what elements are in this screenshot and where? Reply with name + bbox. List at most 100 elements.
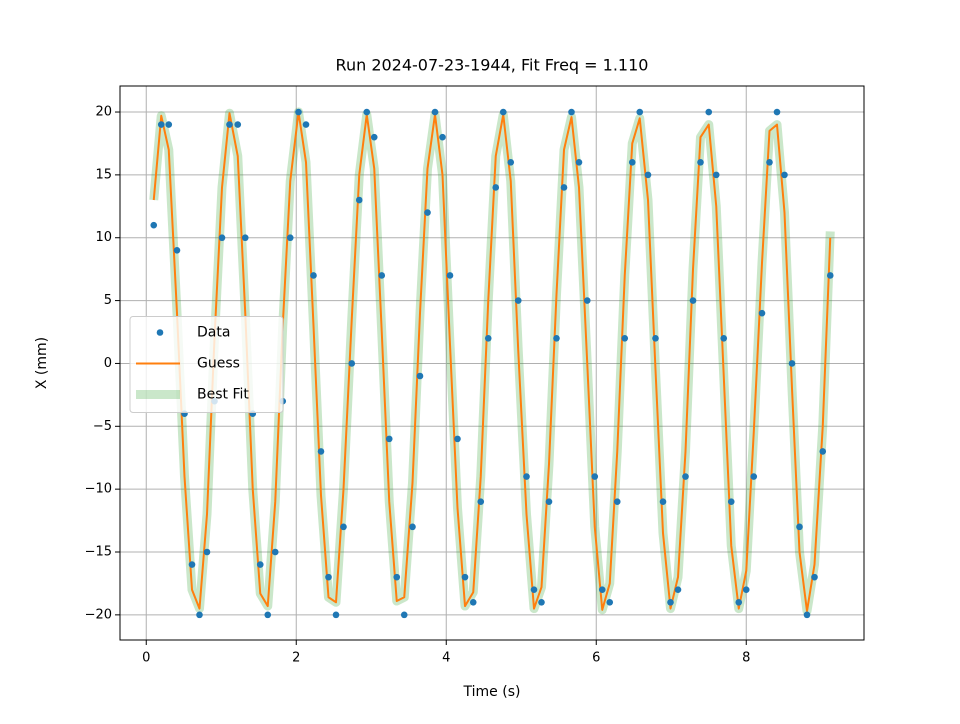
- chart-title: Run 2024-07-23-1944, Fit Freq = 1.110: [336, 56, 649, 75]
- data-point: [150, 221, 158, 229]
- y-axis-label: X (mm): [34, 337, 50, 389]
- data-point: [705, 108, 713, 116]
- data-point: [355, 196, 363, 204]
- data-point: [735, 598, 743, 606]
- data-point: [598, 586, 606, 594]
- data-point: [416, 372, 424, 380]
- data-point: [400, 611, 408, 619]
- data-point: [781, 171, 788, 179]
- x-tick-label: 0: [142, 651, 150, 666]
- y-tick-label: 10: [95, 230, 112, 245]
- data-point: [819, 448, 827, 455]
- data-point: [689, 297, 697, 304]
- data-point: [332, 611, 340, 619]
- data-point: [652, 334, 659, 342]
- data-point: [575, 159, 583, 166]
- data-point: [644, 171, 652, 179]
- data-point: [553, 334, 560, 342]
- data-point: [492, 184, 500, 191]
- data-point: [378, 272, 386, 279]
- data-point: [295, 108, 302, 116]
- data-point: [697, 159, 704, 166]
- data-point: [636, 108, 644, 116]
- x-tick-label: 2: [292, 651, 300, 666]
- data-point: [613, 498, 621, 506]
- plot-frame: [119, 85, 865, 641]
- data-point: [409, 523, 416, 531]
- data-point: [538, 598, 545, 606]
- data-point: [370, 133, 378, 141]
- data-point: [363, 108, 371, 116]
- data-point: [682, 473, 689, 480]
- data-point: [773, 108, 781, 116]
- data-point: [826, 272, 834, 279]
- data-point: [507, 159, 515, 166]
- y-tick-label: −15: [85, 545, 112, 560]
- data-point: [659, 498, 667, 506]
- data-point: [271, 548, 279, 556]
- x-tick-label: 8: [742, 651, 750, 666]
- data-point: [173, 247, 181, 254]
- data-point: [256, 561, 264, 568]
- data-point: [766, 159, 773, 166]
- data-point: [712, 171, 720, 179]
- data-point: [385, 435, 393, 443]
- legend-label: Guess: [197, 356, 240, 372]
- data-point: [241, 234, 249, 242]
- data-point: [560, 184, 568, 191]
- data-point: [286, 234, 294, 242]
- data-point: [568, 108, 575, 116]
- data-point: [461, 573, 469, 581]
- data-point: [758, 309, 766, 317]
- data-point: [545, 498, 553, 506]
- data-point: [424, 209, 431, 216]
- data-point: [325, 573, 332, 581]
- data-point: [317, 448, 325, 455]
- legend-box: [129, 316, 284, 413]
- data-point: [803, 611, 811, 619]
- data-point: [477, 498, 485, 506]
- y-tick-label: 5: [104, 293, 112, 308]
- data-point: [454, 435, 461, 443]
- data-point: [720, 334, 728, 342]
- x-tick-label: 6: [592, 651, 600, 666]
- data-point: [196, 611, 203, 619]
- data-point: [484, 334, 492, 342]
- data-point: [514, 297, 522, 304]
- y-tick-label: 0: [104, 356, 112, 371]
- data-point: [796, 523, 803, 531]
- y-tick-label: −10: [85, 482, 112, 497]
- y-tick-label: −5: [93, 419, 112, 434]
- data-point: [788, 360, 796, 367]
- data-point: [310, 272, 317, 279]
- x-axis-label: Time (s): [463, 684, 521, 700]
- data-point: [621, 334, 629, 342]
- legend-marker: [156, 329, 164, 336]
- data-point: [393, 573, 401, 581]
- y-tick-label: −20: [85, 607, 112, 622]
- data-point: [750, 473, 758, 480]
- data-point: [606, 598, 614, 606]
- data-point: [431, 108, 439, 116]
- data-point: [583, 297, 591, 304]
- data-point: [340, 523, 347, 531]
- data-point: [742, 586, 750, 594]
- legend-label: Best Fit: [197, 387, 249, 403]
- data-point: [264, 611, 272, 619]
- data-point: [188, 561, 196, 568]
- y-tick-label: 20: [95, 105, 112, 120]
- data-point: [727, 498, 735, 506]
- series-line: [152, 111, 832, 613]
- data-point: [226, 121, 233, 128]
- data-point: [499, 108, 507, 116]
- data-point: [530, 586, 538, 594]
- data-point: [591, 473, 599, 480]
- legend-label: Data: [197, 325, 230, 341]
- data-point: [523, 473, 530, 480]
- data-point: [218, 234, 226, 242]
- y-tick-label: 15: [95, 167, 112, 182]
- data-point: [203, 548, 211, 556]
- data-point: [628, 159, 636, 166]
- data-point: [234, 121, 242, 128]
